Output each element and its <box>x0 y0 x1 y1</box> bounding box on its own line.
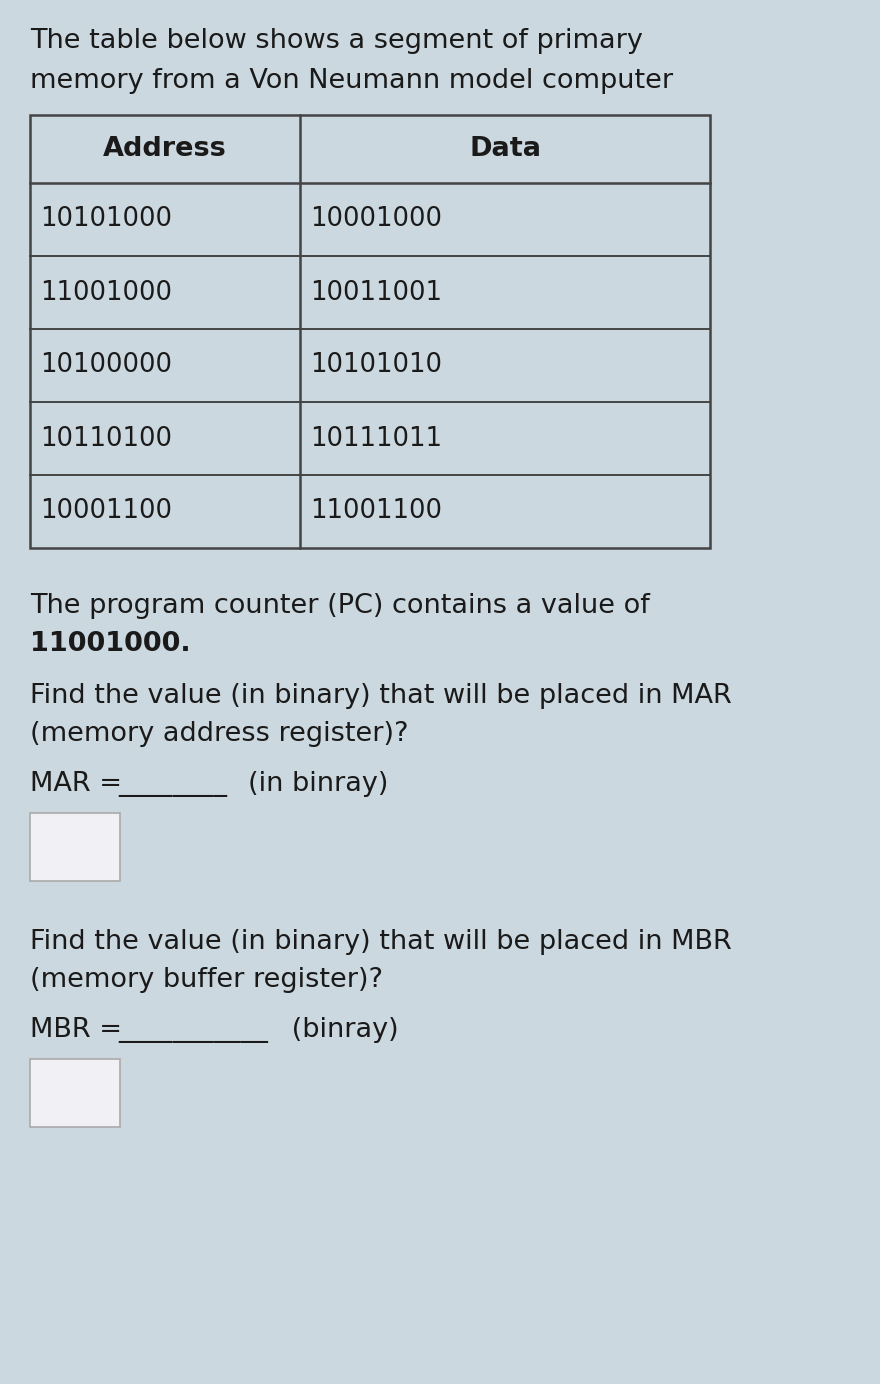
Bar <box>30 115 710 548</box>
Text: Data: Data <box>469 136 541 162</box>
Text: ___________: ___________ <box>118 1017 268 1044</box>
Text: 10101000: 10101000 <box>40 206 172 233</box>
Text: (binray): (binray) <box>283 1017 399 1044</box>
Text: MBR =: MBR = <box>30 1017 130 1044</box>
Text: memory from a Von Neumann model computer: memory from a Von Neumann model computer <box>30 68 673 94</box>
Text: 10111011: 10111011 <box>310 425 442 451</box>
Text: (in binray): (in binray) <box>248 771 388 797</box>
Text: 11001000: 11001000 <box>40 280 172 306</box>
Text: The table below shows a segment of primary: The table below shows a segment of prima… <box>30 28 643 54</box>
Bar <box>30 1059 120 1127</box>
Text: 10011001: 10011001 <box>310 280 442 306</box>
Text: Find the value (in binary) that will be placed in MBR: Find the value (in binary) that will be … <box>30 929 732 955</box>
Text: The program counter (PC) contains a value of: The program counter (PC) contains a valu… <box>30 592 649 619</box>
Text: (memory buffer register)?: (memory buffer register)? <box>30 967 383 992</box>
Text: ________: ________ <box>118 771 227 797</box>
Text: 10110100: 10110100 <box>40 425 172 451</box>
Text: 11001000.: 11001000. <box>30 631 191 657</box>
Bar <box>30 812 120 882</box>
Text: (memory address register)?: (memory address register)? <box>30 721 408 747</box>
Text: 10001000: 10001000 <box>310 206 442 233</box>
Text: Address: Address <box>103 136 227 162</box>
Text: Find the value (in binary) that will be placed in MAR: Find the value (in binary) that will be … <box>30 682 732 709</box>
Text: 10100000: 10100000 <box>40 353 172 378</box>
Text: 10101010: 10101010 <box>310 353 442 378</box>
Text: 11001100: 11001100 <box>310 498 442 525</box>
Text: MAR =: MAR = <box>30 771 130 797</box>
Text: 10001100: 10001100 <box>40 498 172 525</box>
